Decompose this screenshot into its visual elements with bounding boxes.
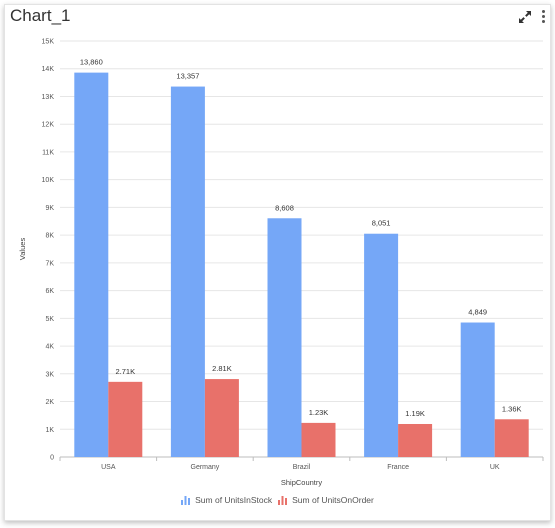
- expand-arrows-icon[interactable]: [518, 10, 532, 24]
- bar-units-in-stock: [74, 72, 109, 457]
- bar-chart-icon: [181, 495, 191, 505]
- y-tick-label: 0: [50, 455, 54, 462]
- y-tick-label: 11K: [42, 149, 54, 156]
- bar-units-in-stock: [364, 233, 399, 457]
- bar-units-on-order: [398, 423, 433, 457]
- y-tick-label: 5K: [45, 316, 54, 323]
- y-tick-label: 4K: [45, 344, 54, 351]
- x-tick-label: UK: [490, 464, 500, 471]
- x-axis-title: ShipCountry: [281, 478, 323, 487]
- y-tick-label: 7K: [45, 260, 54, 267]
- legend-item-series-2[interactable]: Sum of UnitsOnOrder: [278, 495, 374, 505]
- bar-units-on-order: [301, 422, 336, 457]
- data-label: 8,051: [372, 219, 391, 228]
- more-vertical-icon[interactable]: [542, 8, 546, 26]
- bar-chart-icon: [278, 495, 288, 505]
- y-tick-label: 12K: [42, 122, 55, 129]
- y-tick-label: 2K: [45, 399, 54, 406]
- data-label: 8,608: [275, 203, 294, 212]
- y-tick-label: 9K: [45, 205, 54, 212]
- y-tick-label: 13K: [42, 94, 55, 101]
- bar-units-on-order: [108, 381, 143, 457]
- y-axis-title: Values: [18, 238, 27, 261]
- data-label: 1.23K: [309, 408, 329, 417]
- legend-item-series-1[interactable]: Sum of UnitsInStock: [181, 495, 272, 505]
- data-label: 1.19K: [405, 409, 425, 418]
- data-label: 2.71K: [115, 367, 135, 376]
- y-tick-label: 3K: [45, 371, 54, 378]
- x-tick-label: France: [387, 464, 409, 471]
- chart-title: Chart_1: [10, 6, 71, 25]
- bar-units-in-stock: [460, 322, 495, 457]
- data-label: 4,849: [468, 308, 487, 317]
- bar-units-on-order: [204, 379, 239, 457]
- x-tick-label: USA: [101, 464, 116, 471]
- bar-units-in-stock: [267, 218, 302, 457]
- y-tick-label: 8K: [45, 233, 54, 240]
- y-tick-label: 15K: [42, 39, 55, 46]
- y-tick-label: 1K: [45, 427, 54, 434]
- legend-label-series-2: Sum of UnitsOnOrder: [292, 495, 374, 505]
- legend-label-series-1: Sum of UnitsInStock: [195, 495, 273, 505]
- bar-units-on-order: [494, 419, 529, 457]
- y-tick-label: 10K: [42, 177, 55, 184]
- y-tick-label: 6K: [45, 288, 54, 295]
- data-label: 2.81K: [212, 364, 232, 373]
- bar-units-in-stock: [170, 86, 205, 458]
- data-label: 13,357: [176, 72, 199, 81]
- data-label: 1.36K: [502, 404, 522, 413]
- legend: Sum of UnitsInStock Sum of UnitsOnOrder: [0, 495, 555, 505]
- x-tick-label: Germany: [191, 464, 220, 471]
- data-label: 13,860: [80, 58, 103, 67]
- y-tick-label: 14K: [42, 66, 55, 73]
- x-tick-label: Brazil: [293, 464, 311, 471]
